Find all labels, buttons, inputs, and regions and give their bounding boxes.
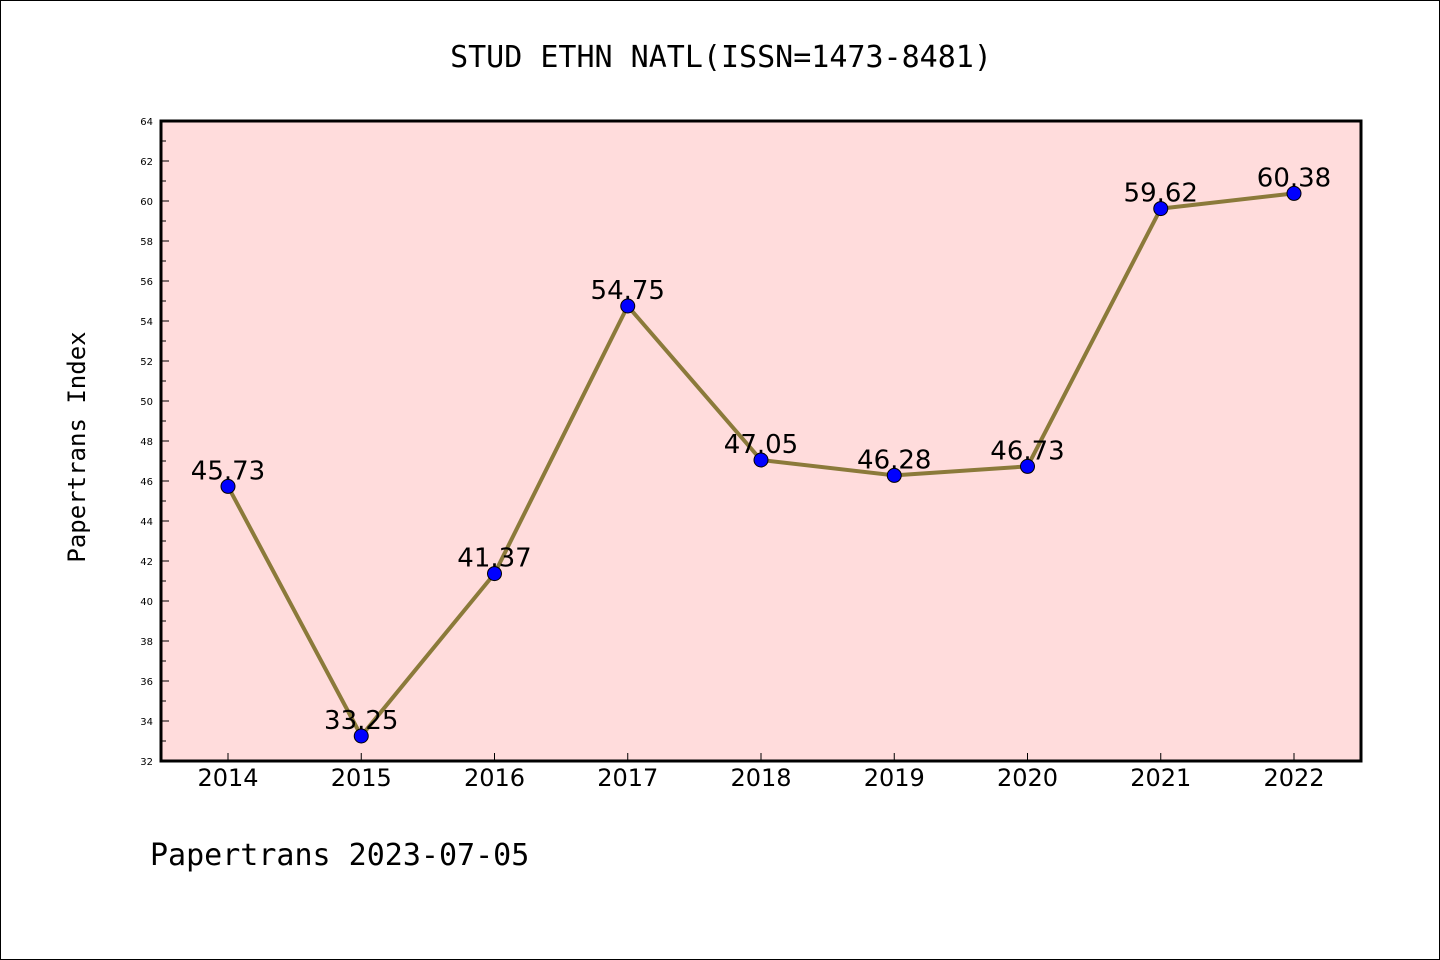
y-tick-label: 62 bbox=[140, 157, 153, 168]
data-label: 33.25 bbox=[324, 706, 398, 736]
data-point-marker bbox=[886, 467, 902, 483]
y-tick-label: 44 bbox=[140, 517, 153, 528]
data-label: 60.38 bbox=[1257, 163, 1331, 193]
x-tick-label: 2018 bbox=[730, 764, 791, 792]
y-tick-label: 48 bbox=[140, 437, 153, 448]
data-point-marker bbox=[1153, 201, 1169, 217]
data-label: 46.28 bbox=[857, 445, 931, 475]
data-point-marker bbox=[220, 478, 236, 494]
data-label: 46.73 bbox=[990, 436, 1064, 466]
y-tick-label: 42 bbox=[140, 557, 153, 568]
plot-frame bbox=[159, 119, 1363, 763]
y-tick-label: 52 bbox=[140, 357, 153, 368]
x-tick-label: 2014 bbox=[197, 764, 258, 792]
y-tick-label: 60 bbox=[140, 197, 153, 208]
y-tick-label: 32 bbox=[140, 757, 153, 768]
series-line-group: 45.73 33.25 41.37 54.75 47.05 46.28 46.73 59.62… bbox=[191, 163, 1331, 744]
y-axis-label: Papertrans Index bbox=[63, 331, 91, 562]
x-tick-label: 2021 bbox=[1130, 764, 1191, 792]
data-label: 45.73 bbox=[191, 456, 265, 486]
x-tick-label: 2017 bbox=[597, 764, 658, 792]
data-label: 41.37 bbox=[457, 544, 531, 574]
chart-title: STUD ETHN NATL(ISSN=1473-8481) bbox=[450, 40, 992, 75]
x-tick-label: 2022 bbox=[1263, 764, 1324, 792]
data-point-marker bbox=[487, 566, 502, 582]
y-tick-label: 46 bbox=[140, 477, 153, 488]
y-tick-label: 40 bbox=[140, 597, 153, 608]
y-tick-label: 58 bbox=[140, 237, 153, 248]
y-tick-label: 34 bbox=[140, 717, 153, 728]
data-label: 59.62 bbox=[1124, 179, 1198, 209]
y-tick-label: 50 bbox=[140, 397, 153, 408]
x-axis: 2014 2015 2016 2017 2018 2019 2020 2021 2022 bbox=[197, 753, 1325, 792]
data-label: 54.75 bbox=[591, 276, 665, 306]
data-point-marker bbox=[1020, 458, 1035, 474]
y-tick-label: 64 bbox=[140, 117, 153, 128]
x-tick-label: 2020 bbox=[997, 764, 1058, 792]
data-point-marker bbox=[753, 452, 769, 468]
y-tick-label: 56 bbox=[140, 277, 153, 288]
y-tick-label: 54 bbox=[140, 317, 153, 328]
data-point-marker bbox=[620, 298, 636, 314]
data-point-marker bbox=[1286, 185, 1302, 201]
x-tick-label: 2015 bbox=[331, 764, 392, 792]
x-tick-label: 2016 bbox=[464, 764, 525, 792]
data-point-marker bbox=[353, 728, 369, 744]
y-tick-label: 38 bbox=[140, 637, 153, 648]
footer-credit: Papertrans 2023-07-05 bbox=[150, 838, 529, 873]
x-tick-label: 2019 bbox=[864, 764, 925, 792]
y-tick-label: 36 bbox=[140, 677, 153, 688]
data-label: 47.05 bbox=[724, 430, 798, 460]
plot-area bbox=[161, 121, 1361, 761]
